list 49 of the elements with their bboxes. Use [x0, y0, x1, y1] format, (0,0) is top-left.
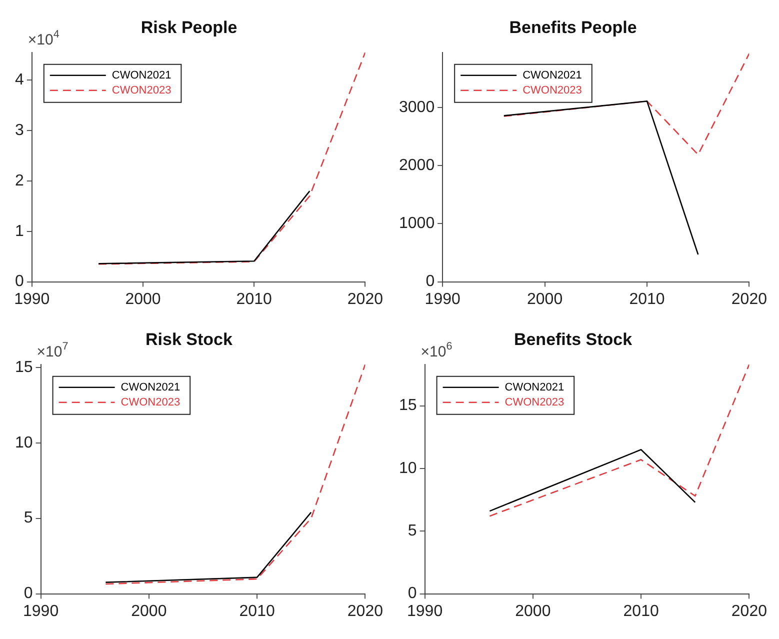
x-tick-label: 1990 [23, 602, 59, 620]
chart-title: Benefits Stock [514, 330, 633, 349]
y-tick-label: 10 [15, 434, 33, 452]
x-tick-label: 1990 [407, 602, 443, 620]
chart-title: Benefits People [509, 18, 637, 37]
text: CWON2023 [112, 84, 172, 96]
x-tick-label: 2000 [515, 602, 551, 620]
x-tick-label: 2010 [239, 602, 275, 620]
y-tick-label: 0 [408, 585, 417, 602]
y-tick-label: 3 [14, 122, 24, 139]
x-tick-label: 2010 [236, 290, 272, 308]
line-series [489, 364, 750, 517]
y-tick-label: 0 [426, 273, 435, 290]
y-tick-label: 2 [14, 172, 24, 190]
text: CWON2023 [120, 396, 180, 408]
y-tick-label: 4 [14, 72, 24, 89]
x-tick-label: 1990 [424, 290, 460, 308]
text: CWON2021 [112, 69, 172, 82]
x-tick-label: 1990 [14, 290, 50, 308]
y-tick-label: 3000 [399, 98, 435, 116]
x-tick-label: 2020 [347, 602, 384, 620]
y-tick-label: 5 [24, 510, 33, 527]
x-tick-label: 2020 [731, 602, 768, 620]
x-tick-label: 2010 [629, 290, 665, 308]
y-tick-label: 15 [399, 397, 417, 414]
y-tick-label: 1000 [399, 215, 435, 232]
x-tick-label: 2010 [623, 602, 659, 620]
x-tick-label: 2020 [731, 290, 768, 308]
text: CWON2021 [120, 381, 180, 394]
line-series [503, 52, 750, 156]
x-tick-label: 2020 [347, 290, 384, 308]
x-tick-label: 2000 [125, 290, 161, 308]
y-tick-label: 10 [399, 460, 417, 477]
text: CWON2023 [504, 396, 564, 408]
y-tick-label: 15 [15, 358, 33, 376]
y-tick-label: 5 [408, 522, 417, 540]
series-label: CWON2023 [522, 84, 582, 96]
y-tick-label: 1 [14, 222, 24, 240]
y-tick-label: 2000 [399, 157, 435, 174]
y-tick-label: 0 [24, 585, 33, 602]
text: CWON2021 [522, 69, 582, 82]
line-series [105, 364, 366, 585]
text: CWON2021 [504, 381, 564, 394]
x-tick-label: 2000 [527, 290, 563, 308]
chart-title: Risk People [140, 18, 238, 37]
chart-title: Risk Stock [146, 330, 233, 349]
y-tick-label: 0 [14, 273, 24, 290]
line-series [98, 52, 366, 265]
x-tick-label: 2000 [131, 602, 167, 620]
